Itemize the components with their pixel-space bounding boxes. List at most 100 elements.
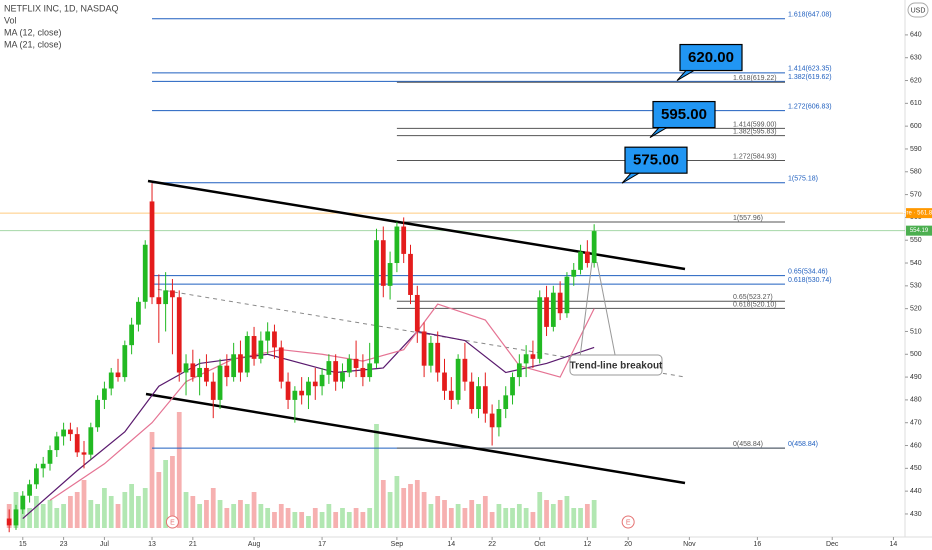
volume-bar xyxy=(326,504,332,528)
candle-body xyxy=(47,450,53,464)
candle-body xyxy=(285,381,291,400)
volume-bar xyxy=(285,508,291,528)
x-tick-label: Jul xyxy=(100,541,109,548)
candle-body xyxy=(530,354,536,359)
volume-bar xyxy=(346,512,352,528)
candle-body xyxy=(312,381,318,387)
volume-bar xyxy=(557,500,563,528)
event-marker xyxy=(165,515,179,529)
volume-bar xyxy=(74,492,80,528)
fib-label: 1.382(595.83) xyxy=(733,129,777,136)
volume-bar xyxy=(47,500,53,528)
candle-body xyxy=(204,367,209,382)
symbol-title: NETFLIX INC, 1D, NASDAQ xyxy=(4,3,119,13)
candle-body xyxy=(469,381,475,410)
volume-bar xyxy=(122,492,128,528)
candle-body xyxy=(176,297,182,373)
candle-body xyxy=(333,361,339,382)
y-tick-label: 430 xyxy=(910,511,922,518)
price-tag-label: 554.19 xyxy=(910,228,929,234)
x-tick-label: 21 xyxy=(189,541,197,548)
currency-badge[interactable] xyxy=(907,2,929,18)
volume-bar xyxy=(584,504,590,528)
volume-bar xyxy=(476,504,481,528)
x-tick-label: 16 xyxy=(753,541,761,548)
candle-body xyxy=(231,354,237,378)
candle-body xyxy=(217,365,223,400)
volume-bar xyxy=(428,504,434,528)
fib-label: 1.272(606.83) xyxy=(788,103,832,110)
volume-bar xyxy=(414,480,420,528)
candle-body xyxy=(122,345,128,378)
volume-bar xyxy=(204,500,209,528)
candle-body xyxy=(482,386,488,414)
fib-label: 0.65(523.27) xyxy=(733,294,773,301)
volume-bar xyxy=(40,504,46,528)
y-tick-label: 620 xyxy=(910,77,922,84)
x-tick-label: Aug xyxy=(248,541,261,548)
candle-body xyxy=(455,358,461,400)
fib-label: 1(557.96) xyxy=(733,215,763,222)
volume-bar xyxy=(163,460,169,528)
x-tick-label: 15 xyxy=(19,541,27,548)
volume-bar xyxy=(571,508,577,528)
volume-bar xyxy=(591,500,597,528)
target-box xyxy=(679,43,743,72)
volume-bar xyxy=(516,504,522,528)
candle-body xyxy=(95,399,100,428)
y-tick-label: 490 xyxy=(910,374,922,381)
candle-body xyxy=(537,297,543,359)
candle-body xyxy=(27,484,32,496)
volume-bar xyxy=(210,488,216,528)
candle-body xyxy=(183,363,189,373)
x-tick-label: 17 xyxy=(318,541,326,548)
candle-body xyxy=(462,358,468,382)
volume-bar xyxy=(292,512,298,528)
volume-bar xyxy=(503,508,509,528)
y-tick-label: 590 xyxy=(910,146,922,153)
fib-label: 1.618(647.08) xyxy=(788,12,832,19)
candle-body xyxy=(380,240,386,286)
candle-body xyxy=(557,292,563,314)
volume-bar xyxy=(102,488,107,528)
event-label: E xyxy=(170,519,175,526)
volume-bar xyxy=(489,512,495,528)
target-label: 595.00 xyxy=(661,106,707,123)
y-tick-label: 550 xyxy=(910,237,922,244)
candle-body xyxy=(476,386,481,410)
candle-body xyxy=(197,367,203,378)
volume-bar xyxy=(360,512,366,528)
volume-bar xyxy=(544,500,549,528)
volume-bar xyxy=(95,504,100,528)
x-tick-label: 14 xyxy=(447,541,455,548)
y-tick-label: 460 xyxy=(910,442,922,449)
candle-body xyxy=(74,434,80,453)
volume-bar xyxy=(183,492,189,528)
candle-body xyxy=(428,342,434,366)
y-tick-label: 540 xyxy=(910,260,922,267)
candle-body xyxy=(163,290,169,305)
candle-body xyxy=(584,251,590,264)
candle-body xyxy=(34,468,39,485)
candle-body xyxy=(299,390,305,396)
candle-body xyxy=(68,429,73,435)
volume-bar xyxy=(462,508,468,528)
candle-body xyxy=(54,436,60,451)
candle-body xyxy=(346,358,352,373)
volume-bar xyxy=(258,504,264,528)
fib-label: 0(458.84) xyxy=(788,441,818,448)
candle-body xyxy=(81,452,87,455)
candle-body xyxy=(571,269,577,277)
candle-body xyxy=(387,263,393,286)
x-tick-label: Nov xyxy=(683,541,696,548)
candle-layer xyxy=(6,183,597,533)
target-label: 575.00 xyxy=(633,152,679,169)
y-tick-label: 500 xyxy=(910,351,922,358)
candle-body xyxy=(20,495,26,510)
annotation-pointer xyxy=(579,261,593,358)
candle-body xyxy=(353,358,359,368)
candle-body xyxy=(394,226,400,264)
fib-label: 1.414(599.00) xyxy=(733,121,777,128)
